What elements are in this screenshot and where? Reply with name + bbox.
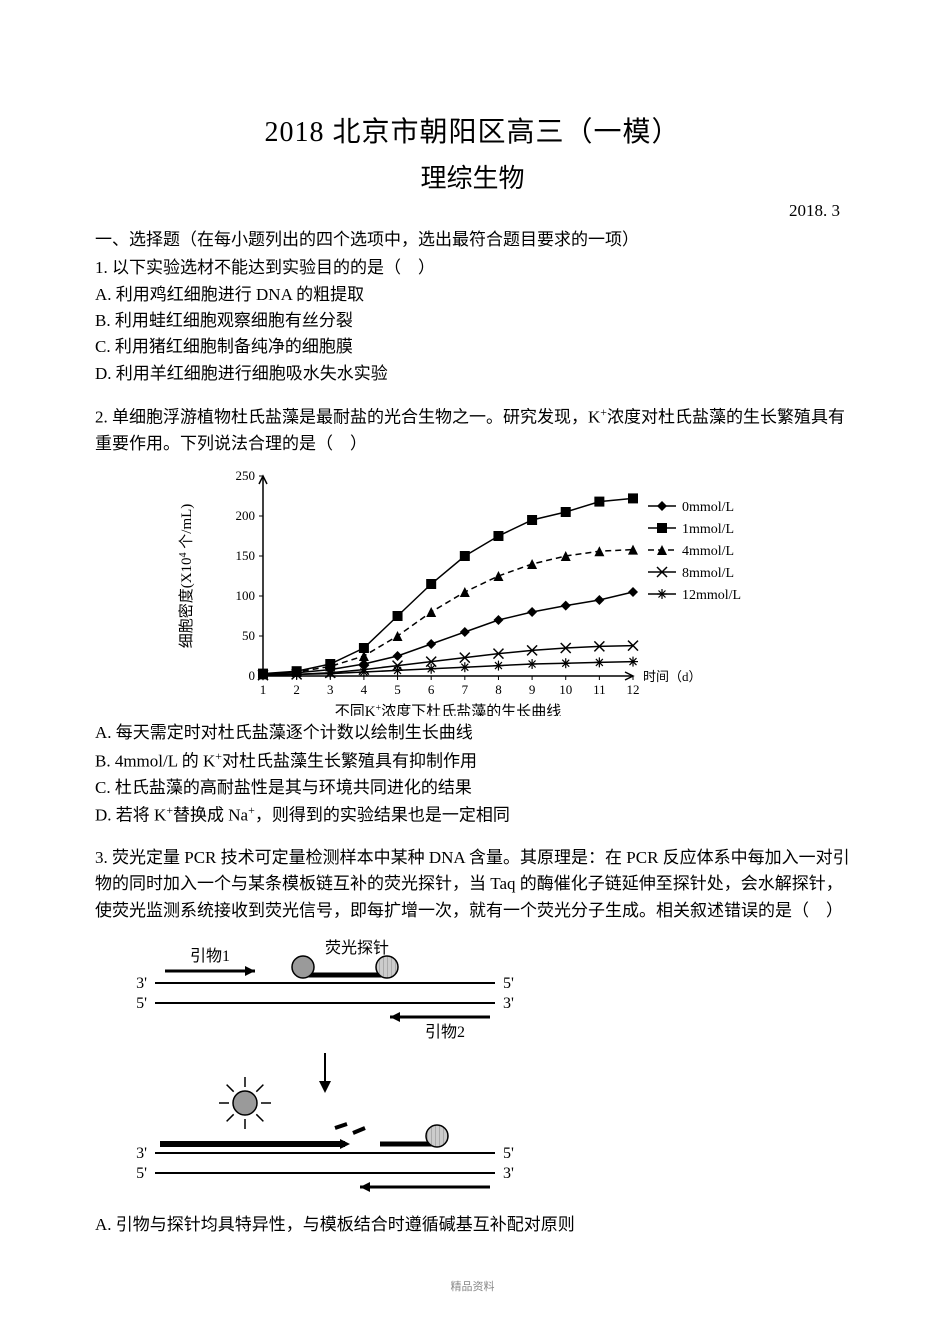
svg-text:引物1: 引物1 <box>190 947 230 965</box>
exam-date: 2018. 3 <box>95 201 850 221</box>
page-footer: 精品资料 <box>95 1278 850 1294</box>
q1-stem: 1. 以下实验选材不能达到实验目的的是（ ） <box>95 255 850 281</box>
page-title-1: 2018 北京市朝阳区高三（一模） <box>95 110 850 150</box>
q2-c: C. 杜氏盐藻的高耐盐性是其与环境共同进化的结果 <box>95 775 850 801</box>
section-heading: 一、选择题（在每小题列出的四个选项中，选出最符合题目要求的一项） <box>95 227 850 253</box>
svg-text:50: 50 <box>242 628 255 643</box>
q2-block: 2. 单细胞浮游植物杜氏盐藻是最耐盐的光合生物之一。研究发现，K+浓度对杜氏盐藻… <box>95 403 850 829</box>
svg-text:10: 10 <box>559 682 572 697</box>
svg-text:100: 100 <box>235 588 255 603</box>
svg-text:8mmol/L: 8mmol/L <box>682 566 734 581</box>
svg-text:5': 5' <box>503 975 514 992</box>
q2-stem: 2. 单细胞浮游植物杜氏盐藻是最耐盐的光合生物之一。研究发现，K+浓度对杜氏盐藻… <box>95 403 850 457</box>
svg-text:12mmol/L: 12mmol/L <box>682 588 741 603</box>
svg-text:9: 9 <box>528 682 535 697</box>
svg-text:11: 11 <box>593 682 606 697</box>
q2-stem-a: 2. 单细胞浮游植物杜氏盐藻是最耐盐的光合生物之一。研究发现，K <box>95 408 600 427</box>
q1-c: C. 利用猪红细胞制备纯净的细胞膜 <box>95 334 850 360</box>
exam-page: 2018 北京市朝阳区高三（一模） 理综生物 2018. 3 一、选择题（在每小… <box>0 0 945 1334</box>
svg-text:引物2: 引物2 <box>425 1023 465 1041</box>
svg-text:3: 3 <box>327 682 334 697</box>
q2-b-pre: B. 4mmol/L 的 K <box>95 751 215 770</box>
q2-d-post: ，则得到的实验结果也是一定相同 <box>255 806 510 825</box>
svg-text:150: 150 <box>235 548 255 563</box>
svg-text:2: 2 <box>293 682 300 697</box>
sup-plus-icon: + <box>600 405 607 419</box>
q2-b: B. 4mmol/L 的 K+对杜氏盐藻生长繁殖具有抑制作用 <box>95 747 850 775</box>
svg-text:3': 3' <box>503 995 514 1012</box>
svg-text:4: 4 <box>360 682 367 697</box>
q3-fig-wrap: 3' 5' 5' 3' 引物1 荧光探针引物2 3' 5' 5' 3' <box>95 928 850 1208</box>
q2-b-post: 对杜氏盐藻生长繁殖具有抑制作用 <box>222 751 477 770</box>
svg-text:250: 250 <box>235 468 255 483</box>
svg-text:6: 6 <box>427 682 434 697</box>
svg-text:1mmol/L: 1mmol/L <box>682 522 734 537</box>
svg-text:1: 1 <box>259 682 266 697</box>
q2-d-pre: D. 若将 K <box>95 806 166 825</box>
q3-figure: 3' 5' 5' 3' 引物1 荧光探针引物2 3' 5' 5' 3' <box>95 928 555 1208</box>
svg-text:5': 5' <box>136 995 147 1012</box>
q1-d: D. 利用羊红细胞进行细胞吸水失水实验 <box>95 361 850 387</box>
q1-a: A. 利用鸡红细胞进行 DNA 的粗提取 <box>95 282 850 308</box>
svg-text:8: 8 <box>495 682 502 697</box>
q3-block: 3. 荧光定量 PCR 技术可定量检测样本中某种 DNA 含量。其原理是：在 P… <box>95 845 850 1238</box>
q3-a: A. 引物与探针均具特异性，与模板结合时遵循碱基互补配对原则 <box>95 1212 850 1238</box>
svg-text:7: 7 <box>461 682 468 697</box>
svg-text:4mmol/L: 4mmol/L <box>682 544 734 559</box>
q2-d-mid: 替换成 Na <box>173 806 248 825</box>
svg-text:不同K+浓度下杜氏盐藻的生长曲线: 不同K+浓度下杜氏盐藻的生长曲线 <box>334 703 561 717</box>
sup-plus-icon: + <box>215 749 222 763</box>
svg-text:细胞密度(X104 个/mL): 细胞密度(X104 个/mL) <box>177 504 195 649</box>
svg-text:0mmol/L: 0mmol/L <box>682 500 734 515</box>
q1-b: B. 利用蛙红细胞观察细胞有丝分裂 <box>95 308 850 334</box>
q2-d: D. 若将 K+替换成 Na+，则得到的实验结果也是一定相同 <box>95 801 850 829</box>
svg-text:5': 5' <box>503 1145 514 1162</box>
svg-text:3': 3' <box>136 975 147 992</box>
svg-text:12: 12 <box>626 682 639 697</box>
svg-text:5: 5 <box>394 682 401 697</box>
svg-text:0: 0 <box>248 668 255 683</box>
q2-chart: 050100150200250123456789101112细胞密度(X104 … <box>163 461 783 716</box>
sup-plus-icon: + <box>248 803 255 817</box>
svg-text:时间（d）: 时间（d） <box>643 669 702 684</box>
svg-text:200: 200 <box>235 508 255 523</box>
svg-text:3': 3' <box>136 1145 147 1162</box>
svg-text:5': 5' <box>136 1165 147 1182</box>
svg-text:3': 3' <box>503 1165 514 1182</box>
q3-stem: 3. 荧光定量 PCR 技术可定量检测样本中某种 DNA 含量。其原理是：在 P… <box>95 845 850 924</box>
q2-chart-wrap: 050100150200250123456789101112细胞密度(X104 … <box>95 461 850 716</box>
page-title-2: 理综生物 <box>95 158 850 195</box>
q2-a: A. 每天需定时对杜氏盐藻逐个计数以绘制生长曲线 <box>95 720 850 746</box>
svg-text:荧光探针: 荧光探针 <box>325 939 389 957</box>
